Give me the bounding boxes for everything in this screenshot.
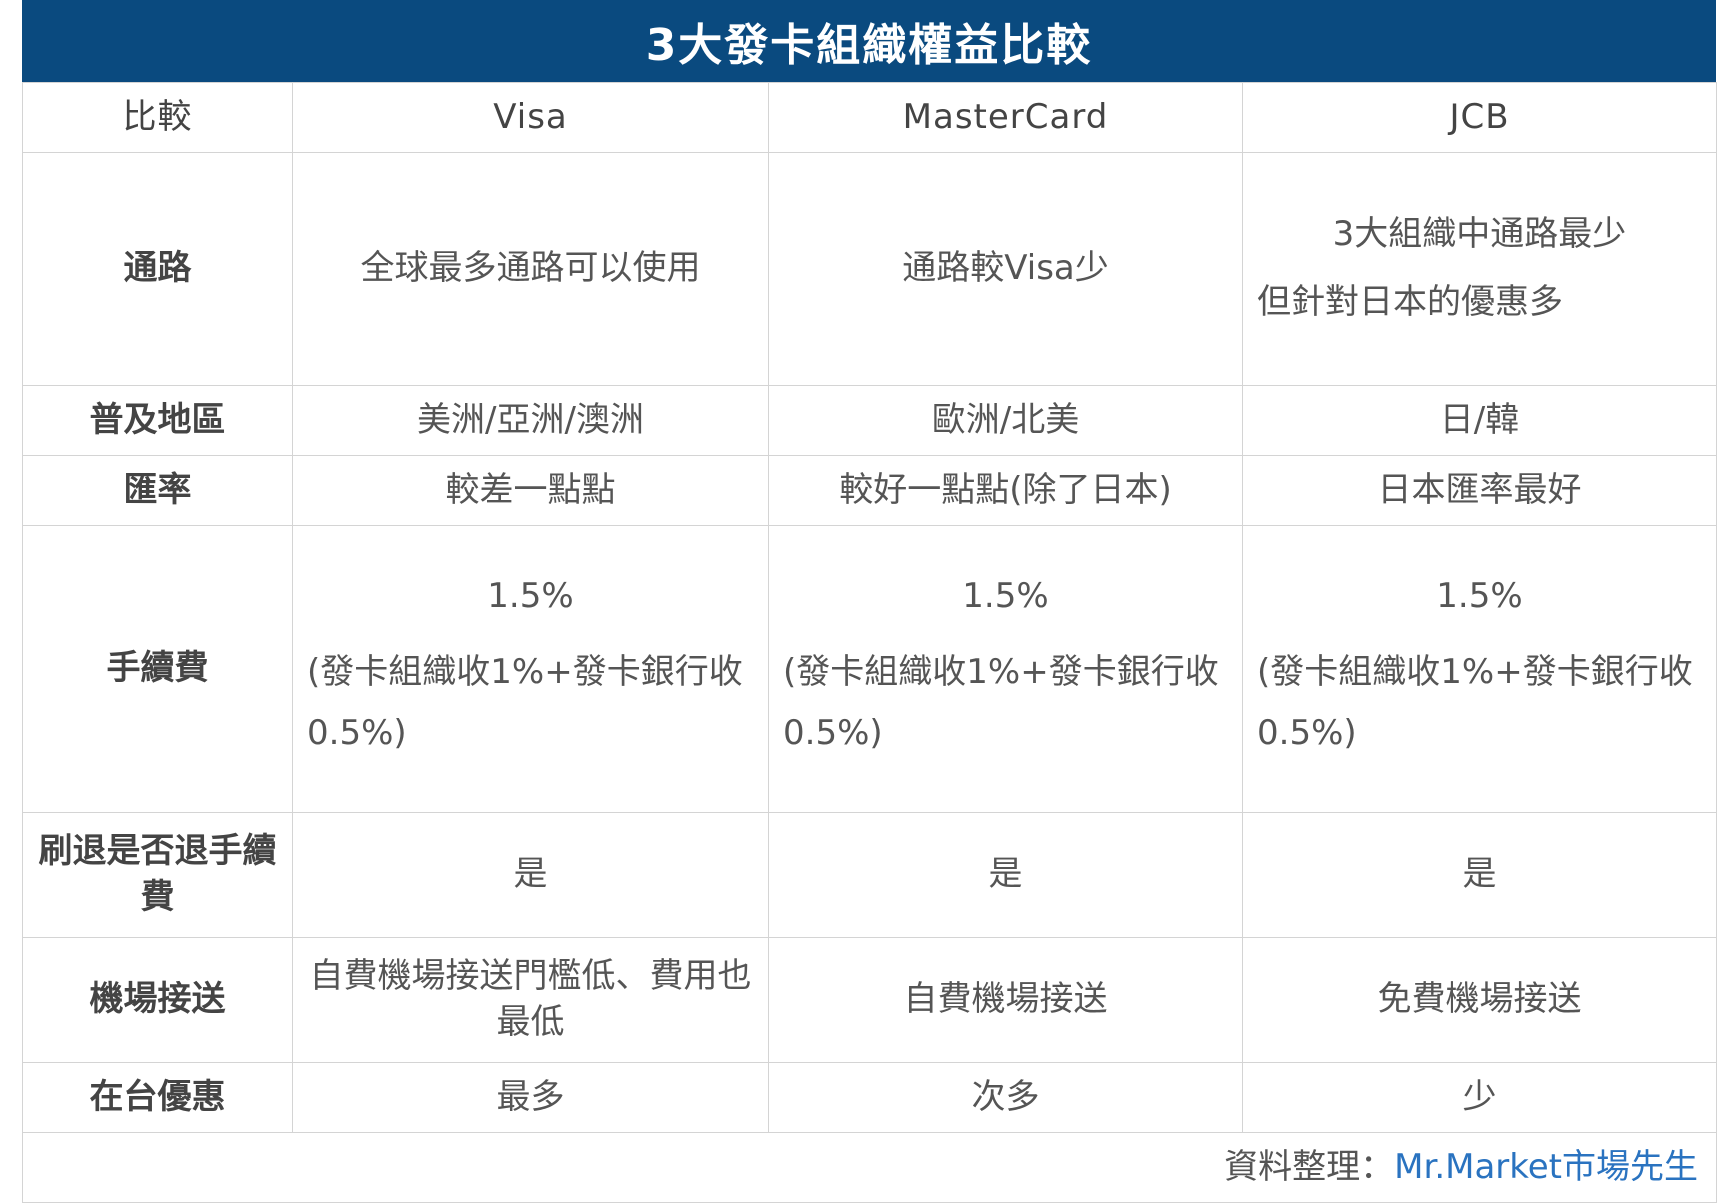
cell-jcb-line2: 但針對日本的優惠多 [1257, 282, 1563, 322]
cell-mastercard: 自費機場接送 [768, 937, 1243, 1063]
header-row: 比較 Visa MasterCard JCB [22, 82, 1717, 153]
cell-jcb: 日/韓 [1242, 385, 1717, 456]
cell-visa: 最多 [292, 1062, 769, 1133]
cell-mastercard: 歐洲/北美 [768, 385, 1243, 456]
cell-jcb: 少 [1242, 1062, 1717, 1133]
row-channels: 通路 全球最多通路可以使用 通路較Visa少 3大組織中通路最少 但針對日本的優… [22, 152, 1717, 386]
cell-mastercard: 次多 [768, 1062, 1243, 1133]
fee-rate: 1.5% [1436, 575, 1523, 616]
cell-mastercard: 1.5% (發卡組織收1%+發卡銀行收0.5%) [768, 525, 1243, 813]
comparison-container: 3大發卡組織權益比較 比較 Visa MasterCard JCB 通路 全球最… [22, 0, 1717, 1203]
cell-mastercard: 較好一點點(除了日本) [768, 455, 1243, 526]
cell-visa: 1.5% (發卡組織收1%+發卡銀行收0.5%) [292, 525, 769, 813]
cell-visa: 較差一點點 [292, 455, 769, 526]
row-airport-transfer: 機場接送 自費機場接送門檻低、費用也最低 自費機場接送 免費機場接送 [22, 937, 1717, 1063]
cell-visa: 自費機場接送門檻低、費用也最低 [292, 937, 769, 1063]
row-label: 在台優惠 [22, 1062, 293, 1133]
fee-breakdown: (發卡組織收1%+發卡銀行收0.5%) [1257, 651, 1693, 753]
row-taiwan-offers: 在台優惠 最多 次多 少 [22, 1062, 1717, 1133]
cell-visa: 全球最多通路可以使用 [292, 152, 769, 386]
fee-rate: 1.5% [962, 575, 1049, 616]
source-row: 資料整理：Mr.Market市場先生 [22, 1132, 1717, 1203]
row-label: 刷退是否退手續費 [22, 812, 293, 938]
cell-jcb: 1.5% (發卡組織收1%+發卡銀行收0.5%) [1242, 525, 1717, 813]
header-mastercard: MasterCard [768, 82, 1243, 153]
row-label: 手續費 [22, 525, 293, 813]
cell-jcb-line1: 3大組織中通路最少 [1332, 214, 1627, 255]
fee-breakdown: (發卡組織收1%+發卡銀行收0.5%) [783, 651, 1219, 753]
row-label: 匯率 [22, 455, 293, 526]
cell-visa: 美洲/亞洲/澳洲 [292, 385, 769, 456]
comparison-table: 比較 Visa MasterCard JCB 通路 全球最多通路可以使用 通路較… [22, 82, 1717, 1203]
row-refund-fee: 刷退是否退手續費 是 是 是 [22, 812, 1717, 938]
row-fee: 手續費 1.5% (發卡組織收1%+發卡銀行收0.5%) 1.5% (發卡組織收… [22, 525, 1717, 813]
row-exchange-rate: 匯率 較差一點點 較好一點點(除了日本) 日本匯率最好 [22, 455, 1717, 526]
source-credit: 資料整理：Mr.Market市場先生 [22, 1132, 1717, 1203]
cell-jcb: 是 [1242, 812, 1717, 938]
cell-jcb: 日本匯率最好 [1242, 455, 1717, 526]
header-visa: Visa [292, 82, 769, 153]
cell-jcb: 免費機場接送 [1242, 937, 1717, 1063]
cell-mastercard: 是 [768, 812, 1243, 938]
fee-rate: 1.5% [487, 575, 574, 616]
row-regions: 普及地區 美洲/亞洲/澳洲 歐洲/北美 日/韓 [22, 385, 1717, 456]
row-label: 通路 [22, 152, 293, 386]
cell-jcb: 3大組織中通路最少 但針對日本的優惠多 [1242, 152, 1717, 386]
row-label: 機場接送 [22, 937, 293, 1063]
source-prefix: 資料整理： [1224, 1146, 1395, 1187]
table-title: 3大發卡組織權益比較 [22, 0, 1716, 82]
header-jcb: JCB [1242, 82, 1717, 153]
header-label: 比較 [22, 82, 293, 153]
row-label: 普及地區 [22, 385, 293, 456]
cell-visa: 是 [292, 812, 769, 938]
fee-breakdown: (發卡組織收1%+發卡銀行收0.5%) [307, 651, 743, 753]
source-brand: Mr.Market市場先生 [1394, 1146, 1698, 1187]
cell-mastercard: 通路較Visa少 [768, 152, 1243, 386]
